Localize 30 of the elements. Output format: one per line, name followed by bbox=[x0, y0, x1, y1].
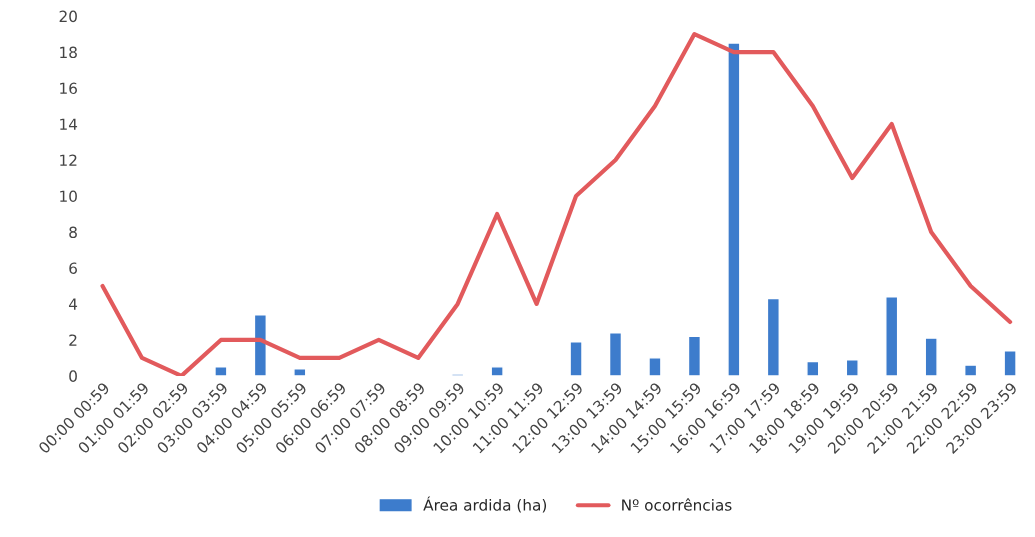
bar bbox=[687, 335, 702, 376]
bar bbox=[214, 366, 228, 376]
y-tick-label: 18 bbox=[60, 46, 77, 59]
bar bbox=[1003, 350, 1017, 376]
bar bbox=[727, 42, 741, 376]
bar bbox=[608, 332, 623, 376]
y-tick-label: 16 bbox=[60, 82, 77, 95]
line-series bbox=[100, 32, 1013, 376]
bar bbox=[293, 368, 307, 376]
bar bbox=[648, 357, 662, 376]
bar bbox=[569, 341, 583, 376]
legend-label: Área ardida (ha) bbox=[423, 496, 547, 513]
bar bbox=[924, 337, 938, 376]
y-tick-label: 6 bbox=[69, 262, 77, 274]
y-tick-label: 10 bbox=[60, 190, 77, 203]
y-tick-label: 4 bbox=[68, 298, 78, 310]
y-tick-label: 2 bbox=[69, 334, 77, 346]
y-tick-label: 20 bbox=[59, 10, 77, 23]
bar bbox=[845, 359, 859, 376]
y-tick-label: 0 bbox=[69, 370, 77, 382]
bar bbox=[806, 360, 820, 376]
legend-label: Nº ocorrências bbox=[622, 498, 732, 511]
bar bbox=[885, 296, 899, 376]
bar bbox=[490, 366, 504, 376]
y-tick-label: 12 bbox=[60, 154, 77, 166]
bar bbox=[766, 297, 780, 376]
bar bbox=[964, 364, 978, 376]
y-tick-label: 14 bbox=[60, 118, 78, 130]
y-tick-label: 8 bbox=[69, 226, 77, 239]
bar bbox=[253, 314, 267, 376]
